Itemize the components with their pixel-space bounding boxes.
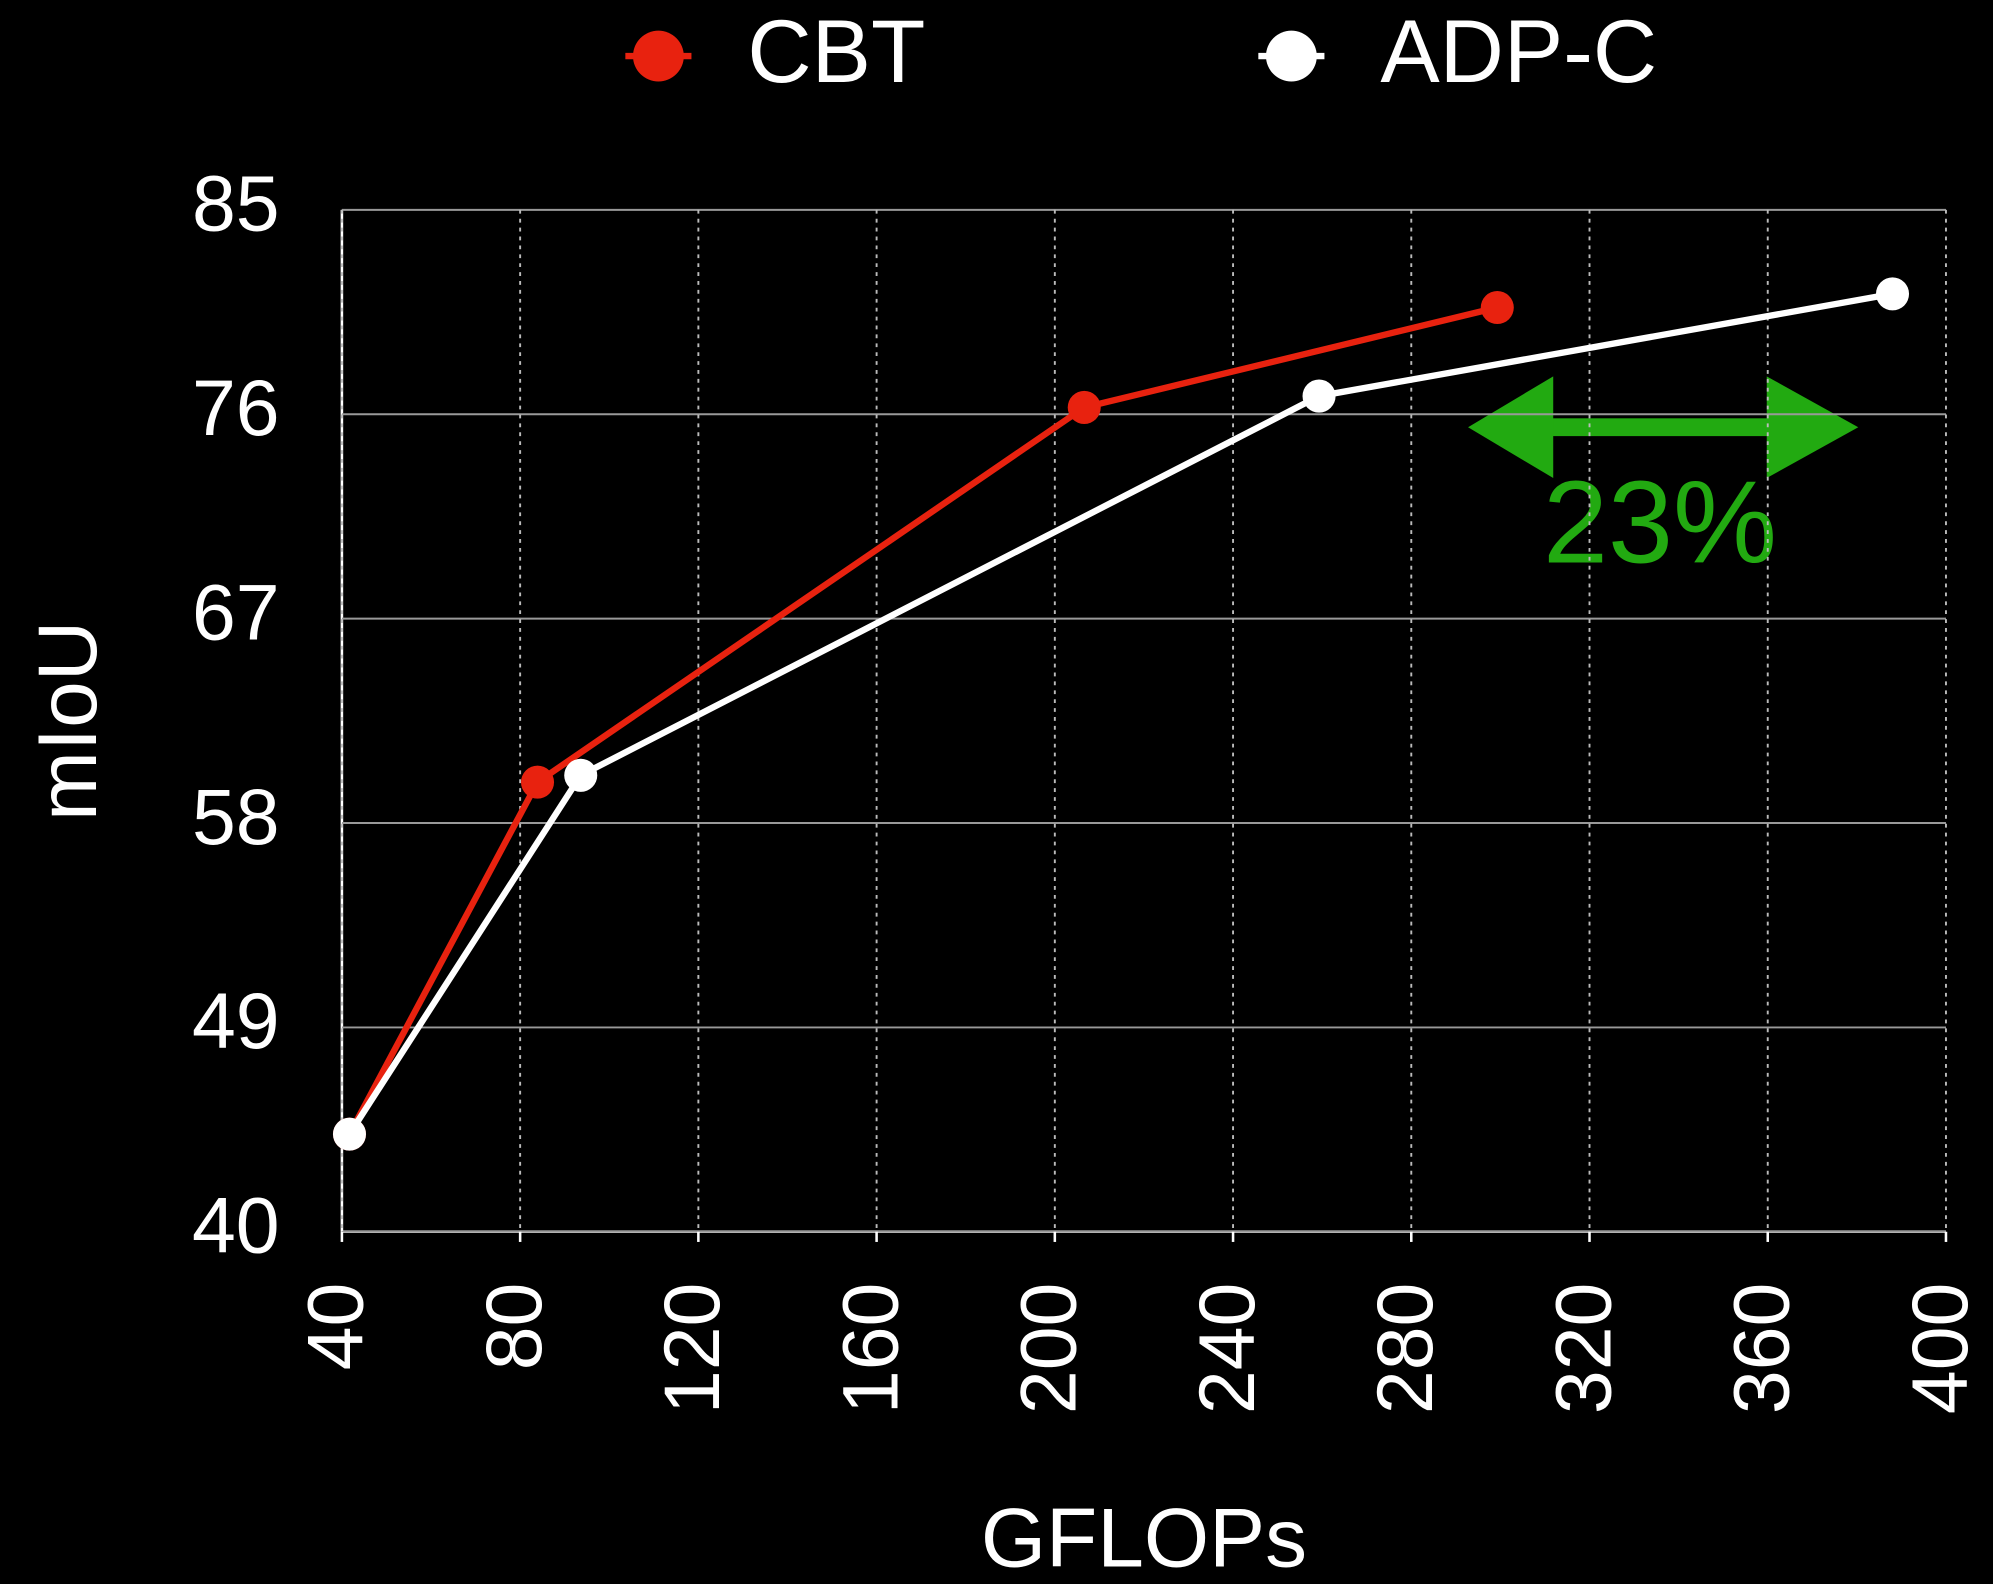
y-axis-label: mIoU — [20, 621, 114, 821]
x-tick-label: 160 — [826, 1283, 914, 1414]
x-tick-label: 400 — [1896, 1283, 1984, 1414]
y-tick-label: 49 — [192, 977, 280, 1065]
data-point — [520, 765, 555, 799]
legend-label: ADP-C — [1380, 1, 1657, 101]
arrow-head-right — [1766, 376, 1859, 479]
legend-swatch-dot — [1265, 30, 1317, 82]
y-tick-label: 40 — [192, 1182, 280, 1270]
annotation-arrow — [1468, 376, 1859, 479]
series-line — [346, 304, 1499, 1136]
y-tick-label: 85 — [192, 160, 280, 248]
x-tick-label: 200 — [1005, 1283, 1093, 1414]
series-line — [346, 290, 1894, 1136]
legend-swatch-dot — [632, 30, 684, 82]
x-tick-label: 80 — [470, 1283, 558, 1371]
x-axis-label: GFLOPs — [981, 1491, 1307, 1584]
x-tick-label: 360 — [1718, 1283, 1806, 1414]
y-tick-label: 76 — [192, 364, 280, 452]
data-point — [1875, 277, 1910, 311]
data-point — [332, 1117, 367, 1151]
arrow-shaft — [1540, 418, 1788, 437]
data-point — [564, 758, 598, 792]
x-tick-label: 240 — [1183, 1283, 1271, 1414]
x-tick-label: 320 — [1539, 1283, 1627, 1414]
annotation-text: 23% — [1543, 456, 1777, 587]
data-point — [1302, 379, 1336, 413]
legend-label: CBT — [747, 1, 925, 101]
x-tick-label: 40 — [292, 1283, 380, 1371]
arrow-head-left — [1468, 376, 1554, 479]
data-point — [1480, 290, 1514, 325]
data-point — [1067, 390, 1101, 424]
y-tick-label: 67 — [192, 568, 280, 656]
x-tick-label: 280 — [1361, 1283, 1449, 1414]
y-tick-label: 58 — [192, 773, 280, 861]
x-tick-label: 120 — [648, 1283, 736, 1414]
